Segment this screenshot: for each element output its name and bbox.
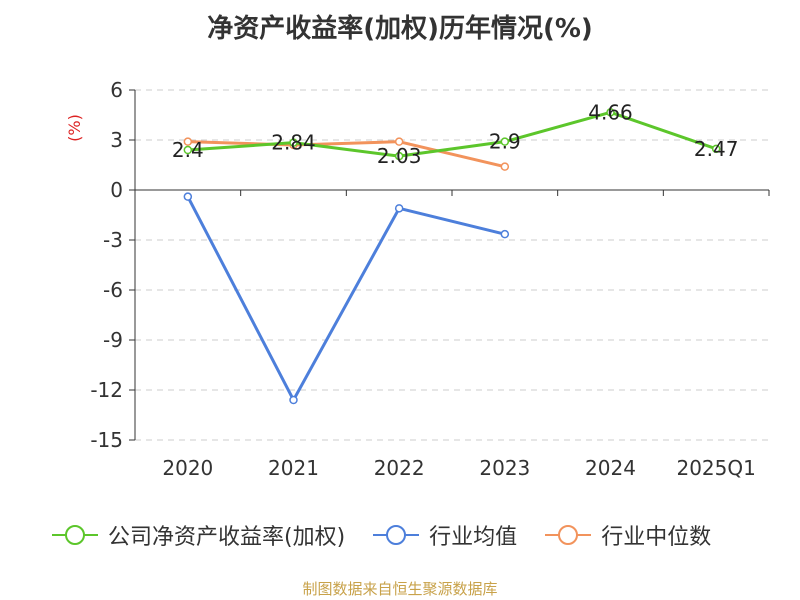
data-point [711,144,721,154]
data-label: 2.84 [271,131,316,155]
data-point [500,162,510,171]
legend-swatch-industry-median [545,525,592,545]
legend-item-company[interactable]: 公司净资产收益率(加权) [50,519,345,551]
legend-label-industry-median: 行业中位数 [601,525,712,550]
data-point [183,192,193,201]
data-point [500,137,510,146]
legend-item-industry-mean[interactable]: 行业均值 [371,519,517,551]
x-tick-label: 2022 [374,456,425,480]
x-tick-label: 2020 [162,456,213,480]
series-line-2 [187,140,506,169]
series-line-0 [187,110,717,158]
y-tick-label: 3 [110,128,123,152]
legend-label-industry-mean: 行业均值 [429,525,518,550]
x-tick-label: 2024 [585,456,636,480]
series-line-1 [186,195,506,402]
line-chart: 6 3 0 -3 -6 -9 -12 -15 2020 2021 2022 2023 2024 2025Q… [65,78,770,480]
data-point [394,204,404,213]
data-point [183,145,193,155]
y-axis-label: (%) [65,114,84,142]
data-point [394,137,404,146]
data-label: 2.9 [489,130,521,154]
source-footer: 制图数据来自恒生聚源数据库 [302,580,498,598]
data-point [183,137,193,146]
y-tick-label: 6 [110,78,123,102]
data-label: 2.47 [694,137,739,161]
y-tick-label: -15 [90,428,123,452]
legend-swatch-company [52,525,98,545]
legend-item-industry-median[interactable]: 行业中位数 [543,519,711,551]
y-tick-label: -12 [90,378,123,402]
x-tick-label: 2021 [268,456,319,480]
data-point [500,229,510,239]
data-label: 4.66 [588,100,633,124]
legend: 公司净资产收益率(加权) 行业均值 行业中位数 [50,520,770,550]
data-point [289,395,298,405]
chart-title: 净资产收益率(加权)历年情况(%) [207,14,593,44]
x-tick-label: 2025Q1 [676,456,755,480]
legend-swatch-industry-mean [373,525,420,545]
data-point [289,138,298,147]
legend-label-company: 公司净资产收益率(加权) [108,525,346,550]
data-point [606,108,615,117]
y-tick-label: -3 [103,228,123,252]
y-tick-label: -6 [103,278,123,302]
y-tick-label: -9 [103,328,123,352]
data-label: 2.4 [172,138,204,162]
data-point [394,151,404,161]
y-tick-label: 0 [110,178,123,202]
x-tick-label: 2023 [479,456,530,480]
data-label: 2.03 [377,144,422,168]
